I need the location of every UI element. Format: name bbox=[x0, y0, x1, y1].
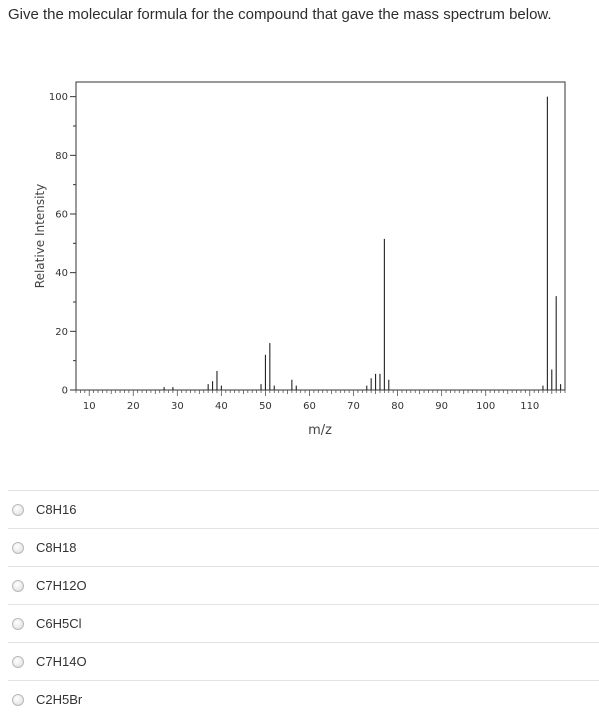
y-tick-label: 20 bbox=[55, 327, 68, 338]
x-tick-label: 30 bbox=[171, 401, 184, 412]
x-tick-label: 20 bbox=[127, 401, 140, 412]
option-c7h12o[interactable]: C7H12O bbox=[8, 566, 599, 604]
y-axis-label: Relative Intensity bbox=[33, 184, 47, 288]
x-tick-label: 10 bbox=[83, 401, 96, 412]
y-tick-label: 80 bbox=[55, 151, 68, 162]
mass-spectrum-chart: 0 20 40 60 80 100 10 20 30 40 50 60 70 80 90 100 110 Re… bbox=[33, 81, 566, 438]
spectrum-peaks bbox=[163, 96, 562, 390]
option-label: C6H5Cl bbox=[36, 616, 82, 631]
option-c7h14o[interactable]: C7H14O bbox=[8, 642, 599, 680]
radio-icon[interactable] bbox=[12, 655, 24, 668]
x-tick-label: 60 bbox=[303, 401, 316, 412]
x-tick-label: 50 bbox=[259, 401, 272, 412]
radio-icon[interactable] bbox=[12, 617, 24, 630]
x-axis-label: m/z bbox=[308, 423, 332, 438]
y-tick-label: 100 bbox=[49, 92, 68, 103]
option-label: C8H18 bbox=[36, 540, 77, 555]
option-label: C7H12O bbox=[36, 578, 87, 593]
radio-icon[interactable] bbox=[12, 541, 24, 554]
radio-icon[interactable] bbox=[12, 503, 24, 516]
x-tick-label: 110 bbox=[520, 401, 539, 412]
option-c2h5br[interactable]: C2H5Br bbox=[8, 680, 599, 718]
option-c8h18[interactable]: C8H18 bbox=[8, 528, 599, 566]
radio-icon[interactable] bbox=[12, 693, 24, 706]
x-tick-label: 90 bbox=[435, 401, 448, 412]
answer-options: C8H16 C8H18 C7H12O C6H5Cl C7H14O C2H5Br bbox=[8, 490, 599, 718]
option-label: C8H16 bbox=[36, 502, 77, 517]
x-tick-label: 100 bbox=[476, 401, 495, 412]
option-c6h5cl[interactable]: C6H5Cl bbox=[8, 604, 599, 642]
plot-frame bbox=[75, 81, 566, 391]
radio-icon[interactable] bbox=[12, 579, 24, 592]
x-tick-label: 40 bbox=[215, 401, 228, 412]
question-text: Give the molecular formula for the compo… bbox=[8, 6, 552, 23]
option-label: C7H14O bbox=[36, 654, 87, 669]
option-c8h16[interactable]: C8H16 bbox=[8, 490, 599, 528]
y-axis: 0 20 40 60 80 100 bbox=[49, 92, 76, 397]
x-tick-label: 70 bbox=[347, 401, 360, 412]
y-tick-label: 40 bbox=[55, 268, 68, 279]
option-label: C2H5Br bbox=[36, 692, 83, 707]
y-tick-label: 60 bbox=[55, 210, 68, 221]
x-tick-label: 80 bbox=[391, 401, 404, 412]
y-tick-label: 0 bbox=[62, 386, 68, 397]
x-axis: 10 20 30 40 50 60 70 80 90 100 110 bbox=[75, 390, 566, 412]
